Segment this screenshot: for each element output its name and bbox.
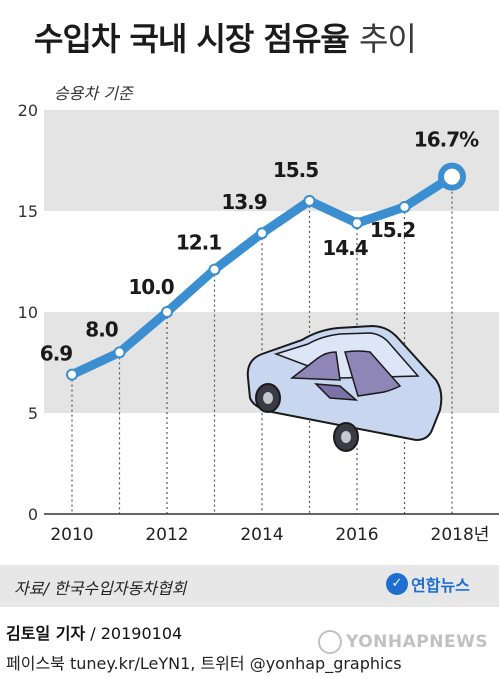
data-point [208, 263, 221, 276]
watermark-text: YONHAPNEWS [346, 632, 489, 652]
grid-band-0 [44, 110, 499, 211]
source-note: 자료/ 한국수입자동차협회 [14, 579, 187, 598]
data-label: 15.2 [370, 218, 415, 242]
publish-date: / 20190104 [90, 624, 183, 643]
x-tick-label: 2010 [50, 525, 93, 545]
x-tick-label: 2018년 [431, 525, 490, 545]
chart-title: 수입차 국내 시장 점유율 추이 [34, 14, 417, 60]
car-icon [246, 324, 443, 452]
author-name: 김토일 기자 [6, 624, 86, 643]
data-label: 6.9 [40, 342, 73, 366]
x-tick-label: 2014 [240, 525, 283, 545]
yonhap-logo: ✓ 연합뉴스 [386, 570, 470, 598]
x-tick-label: 2016 [335, 525, 378, 545]
data-point [351, 217, 363, 230]
logo-mark-icon: ✓ [386, 573, 408, 595]
x-tick-label: 2012 [145, 525, 188, 545]
watermark: YONHAPNEWS [318, 630, 488, 654]
data-point [398, 200, 411, 213]
title-area: 수입차 국내 시장 점유율 추이 [0, 0, 499, 60]
data-label: 8.0 [85, 317, 118, 341]
byline: 김토일 기자 / 20190104 [6, 620, 182, 644]
data-label: 16.7% [414, 128, 479, 152]
watermark-icon [318, 630, 342, 654]
data-point-highlight [438, 162, 466, 191]
y-tick-label: 15 [18, 202, 38, 221]
data-point [113, 346, 126, 359]
logo-text: 연합뉴스 [411, 576, 470, 595]
y-tick-label: 0 [28, 505, 38, 524]
data-point [66, 368, 78, 381]
data-point [303, 194, 316, 207]
y-tick-label: 20 [18, 101, 38, 120]
data-label: 10.0 [128, 275, 173, 299]
chart-subtitle: 승용차 기준 [54, 84, 133, 103]
data-label: 13.9 [221, 190, 266, 214]
data-point [256, 227, 268, 240]
social-links: 페이스북 tuney.kr/LeYN1, 트위터 @yonhap_graphic… [6, 654, 402, 673]
data-label: 14.4 [322, 236, 367, 260]
title-bold: 수입차 국내 시장 점유율 [34, 20, 350, 58]
title-light: 추이 [358, 20, 417, 58]
y-tick-label: 5 [28, 404, 38, 423]
data-label: 12.1 [176, 231, 221, 255]
data-point [161, 306, 173, 318]
line-chart: 0 5 10 15 20 2010 2012 2014 2016 2018년 6.9 8.0 10.0… [18, 101, 499, 545]
y-tick-label: 10 [18, 303, 38, 322]
source-panel [0, 565, 499, 607]
data-label: 15.5 [273, 158, 318, 182]
